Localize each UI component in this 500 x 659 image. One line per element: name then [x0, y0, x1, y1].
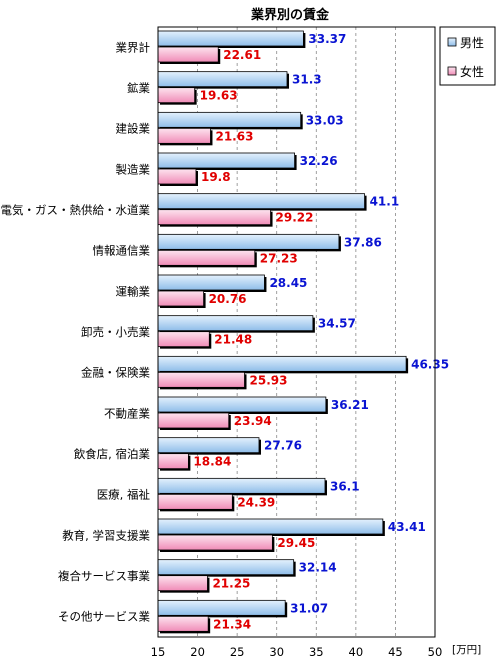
legend: 男性 女性	[439, 26, 496, 86]
value-label-male: 36.21	[331, 398, 369, 412]
value-label-female: 27.23	[260, 251, 298, 265]
category-label: 建設業	[116, 122, 151, 136]
value-label-male: 32.26	[300, 154, 338, 168]
bar-male	[157, 30, 304, 47]
category-label: 情報通信業	[93, 244, 151, 258]
bar-male	[157, 152, 296, 169]
value-label-male: 33.03	[306, 113, 344, 127]
value-label-male: 33.37	[308, 32, 346, 46]
value-label-female: 21.34	[213, 617, 251, 631]
category-label: 複合サービス事業	[58, 569, 150, 583]
category-label: 卸売・小売業	[81, 325, 150, 339]
value-label-female: 19.63	[200, 89, 238, 103]
category-label: 業界計	[116, 40, 151, 54]
data-labels: 33.37 22.61 31.3 19.63 33.03 21.63 32.26 19.8 41…	[193, 32, 449, 631]
value-label-male: 36.1	[330, 479, 360, 493]
value-label-male: 34.57	[318, 317, 356, 331]
bar-female	[157, 534, 273, 551]
bar-male	[157, 274, 265, 291]
bar-female	[157, 209, 271, 226]
x-axis-ticks: 15 20 25 30 35 40 45 50	[151, 645, 443, 659]
bar-female	[157, 575, 208, 592]
value-label-male: 28.45	[269, 276, 307, 290]
bar-female	[157, 127, 211, 144]
category-label: 鉱業	[127, 81, 150, 95]
value-label-female: 21.48	[214, 333, 252, 347]
bar-male	[157, 599, 286, 616]
category-label: 飲食店, 宿泊業	[74, 447, 151, 461]
bar-male	[157, 559, 295, 576]
plot-frame	[157, 26, 436, 638]
category-labels: 業界計鉱業建設業製造業電気・ガス・熱供給・水道業情報通信業運輸業卸売・小売業金融…	[1, 40, 151, 623]
bars	[157, 30, 409, 634]
category-label: その他サービス業	[58, 610, 150, 624]
category-label: 医療, 福祉	[97, 488, 151, 502]
bar-female	[157, 493, 233, 510]
bar-female	[157, 87, 196, 104]
value-label-male: 31.07	[290, 601, 328, 615]
value-label-male: 46.35	[411, 357, 449, 371]
value-label-female: 25.93	[250, 373, 288, 387]
bar-female	[157, 412, 230, 429]
value-label-male: 32.14	[299, 561, 337, 575]
x-tick-label: 20	[190, 645, 205, 659]
bar-female	[157, 290, 204, 307]
bar-male	[157, 315, 314, 332]
value-label-female: 18.84	[193, 455, 231, 469]
category-label: 電気・ガス・熱供給・水道業	[1, 203, 151, 217]
bar-female	[157, 331, 210, 348]
x-tick-label: 50	[428, 645, 443, 659]
legend-swatch-male	[447, 37, 457, 47]
bar-male	[157, 477, 326, 494]
value-label-male: 27.76	[264, 439, 302, 453]
x-tick-label: 30	[269, 645, 284, 659]
x-axis-unit: [万円]	[452, 644, 481, 656]
value-label-female: 29.45	[277, 536, 315, 550]
bar-male	[157, 233, 340, 250]
bar-male	[157, 111, 302, 128]
legend-label-male: 男性	[460, 36, 484, 50]
x-tick-label: 40	[349, 645, 364, 659]
x-tick-label: 35	[309, 645, 324, 659]
value-label-female: 19.8	[201, 170, 231, 184]
legend-swatch-female	[447, 66, 457, 76]
legend-label-female: 女性	[460, 64, 484, 79]
bar-female	[157, 46, 219, 63]
x-tick-label: 25	[230, 645, 245, 659]
value-label-female: 29.22	[276, 211, 314, 225]
bar-female	[157, 371, 245, 388]
bar-male	[157, 518, 384, 535]
value-label-female: 24.39	[237, 495, 275, 509]
value-label-female: 22.61	[223, 48, 261, 62]
value-label-female: 21.25	[212, 577, 250, 591]
value-label-male: 41.1	[370, 195, 400, 209]
category-label: 金融・保険業	[81, 366, 150, 380]
bar-female	[157, 453, 189, 470]
value-label-female: 23.94	[234, 414, 272, 428]
value-label-female: 20.76	[209, 292, 247, 306]
value-label-female: 21.63	[215, 129, 253, 143]
x-tick-label: 15	[151, 645, 166, 659]
category-label: 不動産業	[104, 406, 150, 420]
bar-female	[157, 168, 197, 185]
x-tick-label: 45	[388, 645, 403, 659]
chart-title: 業界別の賃金	[250, 7, 330, 23]
bar-female	[157, 615, 209, 632]
bar-male	[157, 71, 288, 88]
value-label-male: 31.3	[292, 73, 322, 87]
value-label-male: 37.86	[344, 235, 382, 249]
bar-male	[157, 396, 327, 413]
category-label: 教育, 学習支援業	[62, 528, 150, 542]
value-label-male: 43.41	[388, 520, 426, 534]
category-label: 運輸業	[116, 284, 151, 298]
bar-female	[157, 249, 256, 266]
bar-male	[157, 355, 407, 372]
category-label: 製造業	[116, 162, 151, 176]
bar-male	[157, 193, 365, 210]
bar-male	[157, 437, 260, 454]
